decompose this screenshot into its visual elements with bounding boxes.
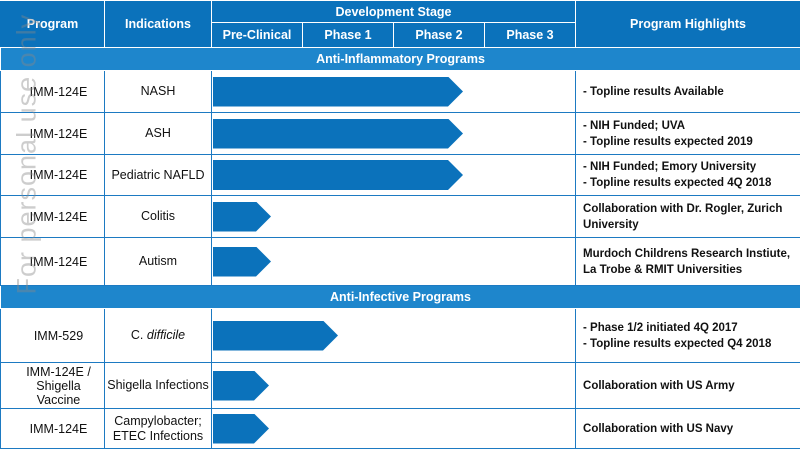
highlight-line: - Topline results expected 4Q 2018 [583,177,772,189]
program-cell: IMM-124E [0,195,105,238]
pipeline-row: IMM-124E Colitis Collaboration with Dr. Ro… [0,195,800,238]
indication-cell: NASH [104,70,212,113]
highlight-line: - Topline results expected 2019 [583,135,753,148]
header-indications: Indications [104,0,212,48]
highlight-line: Collaboration with US Army [583,379,735,392]
highlight-line: - Phase 1/2 initiated 4Q 2017 [583,321,738,334]
stage-progress-arrow [213,371,269,401]
stage-progress-cell [210,237,577,286]
pipeline-row: IMM-529 C. difficile - Phase 1/2 initiated… [0,308,800,363]
header-stage-phase-2: Phase 2 [393,22,485,48]
section-title: Anti-Inflammatory Programs [0,47,800,71]
stage-progress-arrow [213,321,338,351]
highlights-cell: Collaboration with US Navy [575,408,800,449]
section-anti-inflammatory-programs: Anti-Inflammatory Programs [0,47,800,71]
highlights-cell: Collaboration with US Army [575,362,800,409]
stage-progress-cell [210,308,577,363]
pipeline-row: IMM-124E Campylobacter; ETEC Infections Co… [0,408,800,449]
program-cell: IMM-529 [0,308,105,363]
program-cell: IMM-124E [0,70,105,113]
program-cell: IMM-124E [0,154,105,196]
header-program-highlights: Program Highlights [575,0,800,48]
header-development-stage: Development Stage [210,0,577,23]
stage-progress-arrow [213,414,269,444]
pipeline-table: Program Indications Development Stage Pr… [0,0,800,449]
program-cell: IMM-124E [0,112,105,155]
stage-progress-arrow [213,247,271,277]
highlight-line: Murdoch Childrens Research Instiute, [583,247,791,260]
highlight-line: - Topline results Available [583,85,724,98]
indication-cell: Shigella Infections [104,362,212,409]
stage-progress-arrow [213,77,463,107]
stage-progress-cell [210,154,577,196]
pipeline-row: IMM-124E ASH - NIH Funded; UVA - Topline re… [0,112,800,155]
highlights-cell: - Phase 1/2 initiated 4Q 2017 - Topline r… [575,308,800,363]
indication-cell: Campylobacter; ETEC Infections [104,408,212,449]
program-cell: IMM-124E [0,408,105,449]
stage-progress-cell [210,112,577,155]
indication-cell: C. difficile [104,308,212,363]
program-cell: IMM-124E [0,237,105,286]
header-stage-pre-clinical: Pre-Clinical [211,22,303,48]
stage-progress-arrow [213,119,463,149]
highlights-cell: - NIH Funded; Emory University - Topline … [575,154,800,196]
highlight-line: La Trobe & RMIT Universities [583,263,743,276]
highlight-line: Collaboration with US Navy [583,422,734,435]
stage-progress-cell [210,408,577,449]
pipeline-row: IMM-124E Autism Murdoch Childrens Research… [0,237,800,286]
section-anti-infective-programs: Anti-Infective Programs [0,285,800,309]
highlight-line: - NIH Funded; Emory University [583,161,757,173]
pipeline-row: IMM-124E / Shigella Vaccine Shigella Infe… [0,362,800,409]
pipeline-row: IMM-124E NASH - Topline results Available [0,70,800,113]
indication-cell: ASH [104,112,212,155]
highlight-line: - NIH Funded; UVA [583,119,686,132]
highlights-cell: - NIH Funded; UVA - Topline results expec… [575,112,800,155]
stage-progress-arrow [213,202,271,232]
program-cell: IMM-124E / Shigella Vaccine [0,362,105,409]
indication-cell: Autism [104,237,212,286]
highlights-cell: - Topline results Available [575,70,800,113]
indication-cell: Colitis [104,195,212,238]
stage-progress-cell [210,195,577,238]
highlights-cell: Collaboration with Dr. Rogler, Zurich Un… [575,195,800,238]
header-program: Program [0,0,105,48]
highlight-line: Collaboration with Dr. Rogler, Zurich Un… [583,202,783,231]
pipeline-row: IMM-124E Pediatric NAFLD - NIH Funded; Emo… [0,154,800,196]
indication-cell: Pediatric NAFLD [104,154,212,196]
section-title: Anti-Infective Programs [0,285,800,309]
stage-progress-cell [210,362,577,409]
header-stage-phase-1: Phase 1 [302,22,394,48]
highlights-cell: Murdoch Childrens Research Instiute, La T… [575,237,800,286]
highlight-line: - Topline results expected Q4 2018 [583,337,772,350]
stage-progress-arrow [213,160,463,190]
stage-progress-cell [210,70,577,113]
header-stage-phase-3: Phase 3 [483,22,577,48]
